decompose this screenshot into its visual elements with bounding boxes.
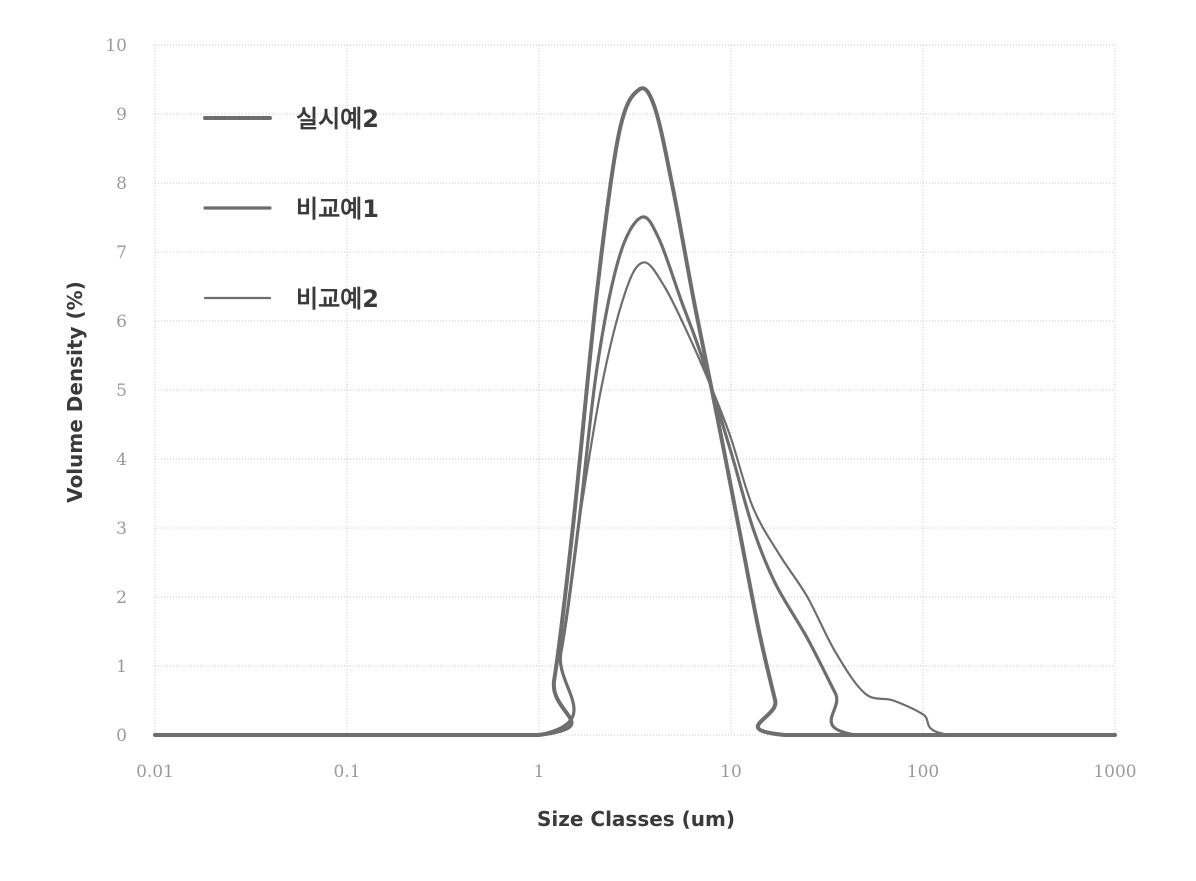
legend-label-1: 실시예2 xyxy=(296,105,379,133)
x-tick-label: 100 xyxy=(907,762,939,782)
x-tick-label: 0.01 xyxy=(136,762,174,782)
y-tick-label: 8 xyxy=(116,174,127,194)
y-axis: 0 1 2 3 4 5 6 7 8 9 10 xyxy=(105,36,127,746)
y-axis-title: Volume Density (%) xyxy=(63,281,87,503)
x-tick-label: 1000 xyxy=(1093,762,1136,782)
y-tick-label: 6 xyxy=(116,312,127,332)
grid xyxy=(154,44,1116,736)
y-tick-label: 3 xyxy=(116,519,127,539)
y-tick-label: 5 xyxy=(116,381,127,401)
legend-label-2: 비교예1 xyxy=(296,195,379,223)
y-tick-label: 10 xyxy=(105,36,127,56)
x-tick-label: 1 xyxy=(534,762,545,782)
series-line-3 xyxy=(153,261,1117,737)
y-tick-label: 2 xyxy=(116,588,127,608)
x-tick-label: 10 xyxy=(720,762,742,782)
legend-label-3: 비교예2 xyxy=(296,285,379,313)
y-tick-label: 0 xyxy=(116,726,127,746)
y-tick-label: 9 xyxy=(116,105,127,125)
x-axis-title: Size Classes (um) xyxy=(537,807,735,831)
series-lines xyxy=(153,86,1117,738)
legend: 실시예2 비교예1 비교예2 xyxy=(203,105,379,313)
x-axis: 0.01 0.1 1 10 100 1000 xyxy=(136,762,1137,782)
y-tick-label: 7 xyxy=(116,243,127,263)
series-line-1 xyxy=(153,86,1117,738)
y-tick-label: 4 xyxy=(116,450,127,470)
x-tick-label: 0.1 xyxy=(333,762,360,782)
y-tick-label: 1 xyxy=(116,657,127,677)
